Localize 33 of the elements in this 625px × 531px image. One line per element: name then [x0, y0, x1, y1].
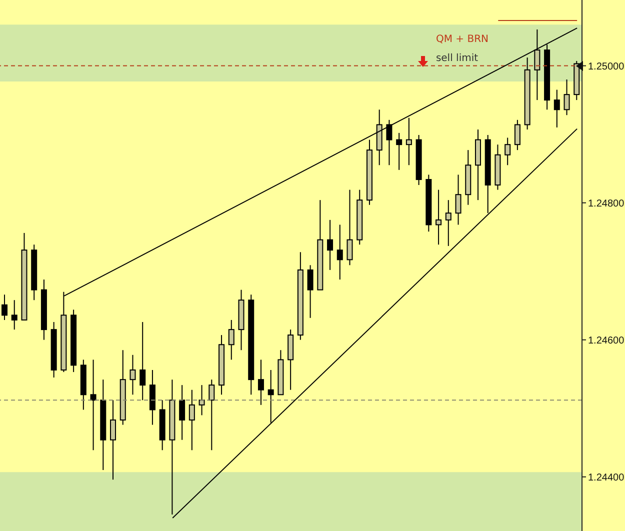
candlestick [11, 300, 18, 330]
candlestick [130, 354, 136, 396]
candlestick [188, 389, 195, 451]
candlestick [346, 189, 353, 266]
candlestick [436, 189, 442, 246]
candlestick [455, 174, 462, 226]
annotation: QM + BRN [436, 34, 489, 45]
y-tick-label: 1.24600 [588, 335, 625, 346]
y-tick-label: 1.24800 [588, 198, 625, 210]
y-tick-label: 1.25000 [588, 61, 625, 72]
ref-line-label: sell limit [436, 52, 478, 64]
candlestick [386, 119, 392, 166]
candlestick [564, 78, 570, 116]
candlestick [110, 400, 116, 480]
candlestick [268, 369, 274, 424]
candlestick [396, 132, 402, 170]
candlestick [208, 379, 215, 451]
candlestick [514, 119, 520, 151]
candlestick [228, 319, 234, 360]
candlestick [179, 384, 186, 440]
candlestick [307, 264, 314, 318]
y-tick-label: 1.24400 [588, 472, 625, 484]
candlestick [554, 89, 560, 128]
candlestick [140, 322, 146, 401]
candlestick [406, 117, 412, 166]
candlestick [90, 359, 96, 451]
candlestick [198, 384, 205, 416]
candlestick [327, 219, 334, 270]
candlestick [258, 359, 264, 406]
candlestick [2, 294, 8, 320]
candlestick [504, 137, 511, 166]
candlestick [445, 200, 452, 246]
candlestick [336, 224, 343, 280]
